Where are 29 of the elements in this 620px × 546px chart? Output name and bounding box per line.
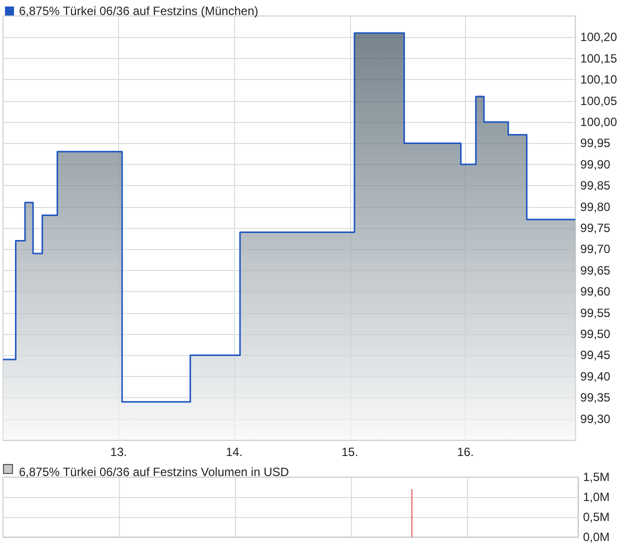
y-tick-label: 100,10	[580, 72, 618, 87]
y-tick-label: 100,15	[580, 51, 618, 66]
y-tick-label: 0,0M	[583, 530, 610, 544]
y-tick-label: 99,70	[580, 242, 611, 256]
y-tick-label: 99,90	[580, 157, 611, 172]
y-tick-label: 1,0M	[583, 490, 610, 504]
y-tick-label: 1,5M	[583, 470, 610, 484]
y-tick-label: 100,00	[580, 115, 618, 129]
x-tick-label: 15.	[342, 445, 358, 459]
y-tick-label: 99,40	[580, 369, 611, 384]
x-tick-label: 14.	[226, 445, 243, 459]
y-tick-label: 0,5M	[583, 510, 610, 524]
y-tick-label: 99,45	[580, 348, 611, 362]
y-tick-label: 99,30	[580, 412, 611, 426]
y-tick-label: 99,85	[580, 178, 611, 193]
x-tick-label: 16.	[457, 445, 474, 459]
y-tick-label: 100,20	[580, 30, 618, 44]
legend-label: 6,875% Türkei 06/36 auf Festzins (München)	[19, 4, 258, 18]
y-tick-label: 99,80	[580, 200, 611, 214]
chart-title: 6,875% Türkei 06/36 auf Festzins Volumen in USD	[19, 465, 290, 479]
y-tick-label: 99,75	[580, 221, 611, 235]
x-tick-label: 13.	[110, 445, 127, 459]
y-tick-label: 99,50	[580, 327, 611, 341]
y-tick-label: 99,65	[580, 263, 611, 278]
y-tick-label: 99,60	[580, 284, 611, 299]
y-tick-label: 99,55	[580, 306, 611, 320]
y-tick-label: 99,35	[580, 390, 611, 405]
y-tick-label: 100,05	[580, 94, 618, 108]
y-tick-label: 99,95	[580, 136, 611, 150]
